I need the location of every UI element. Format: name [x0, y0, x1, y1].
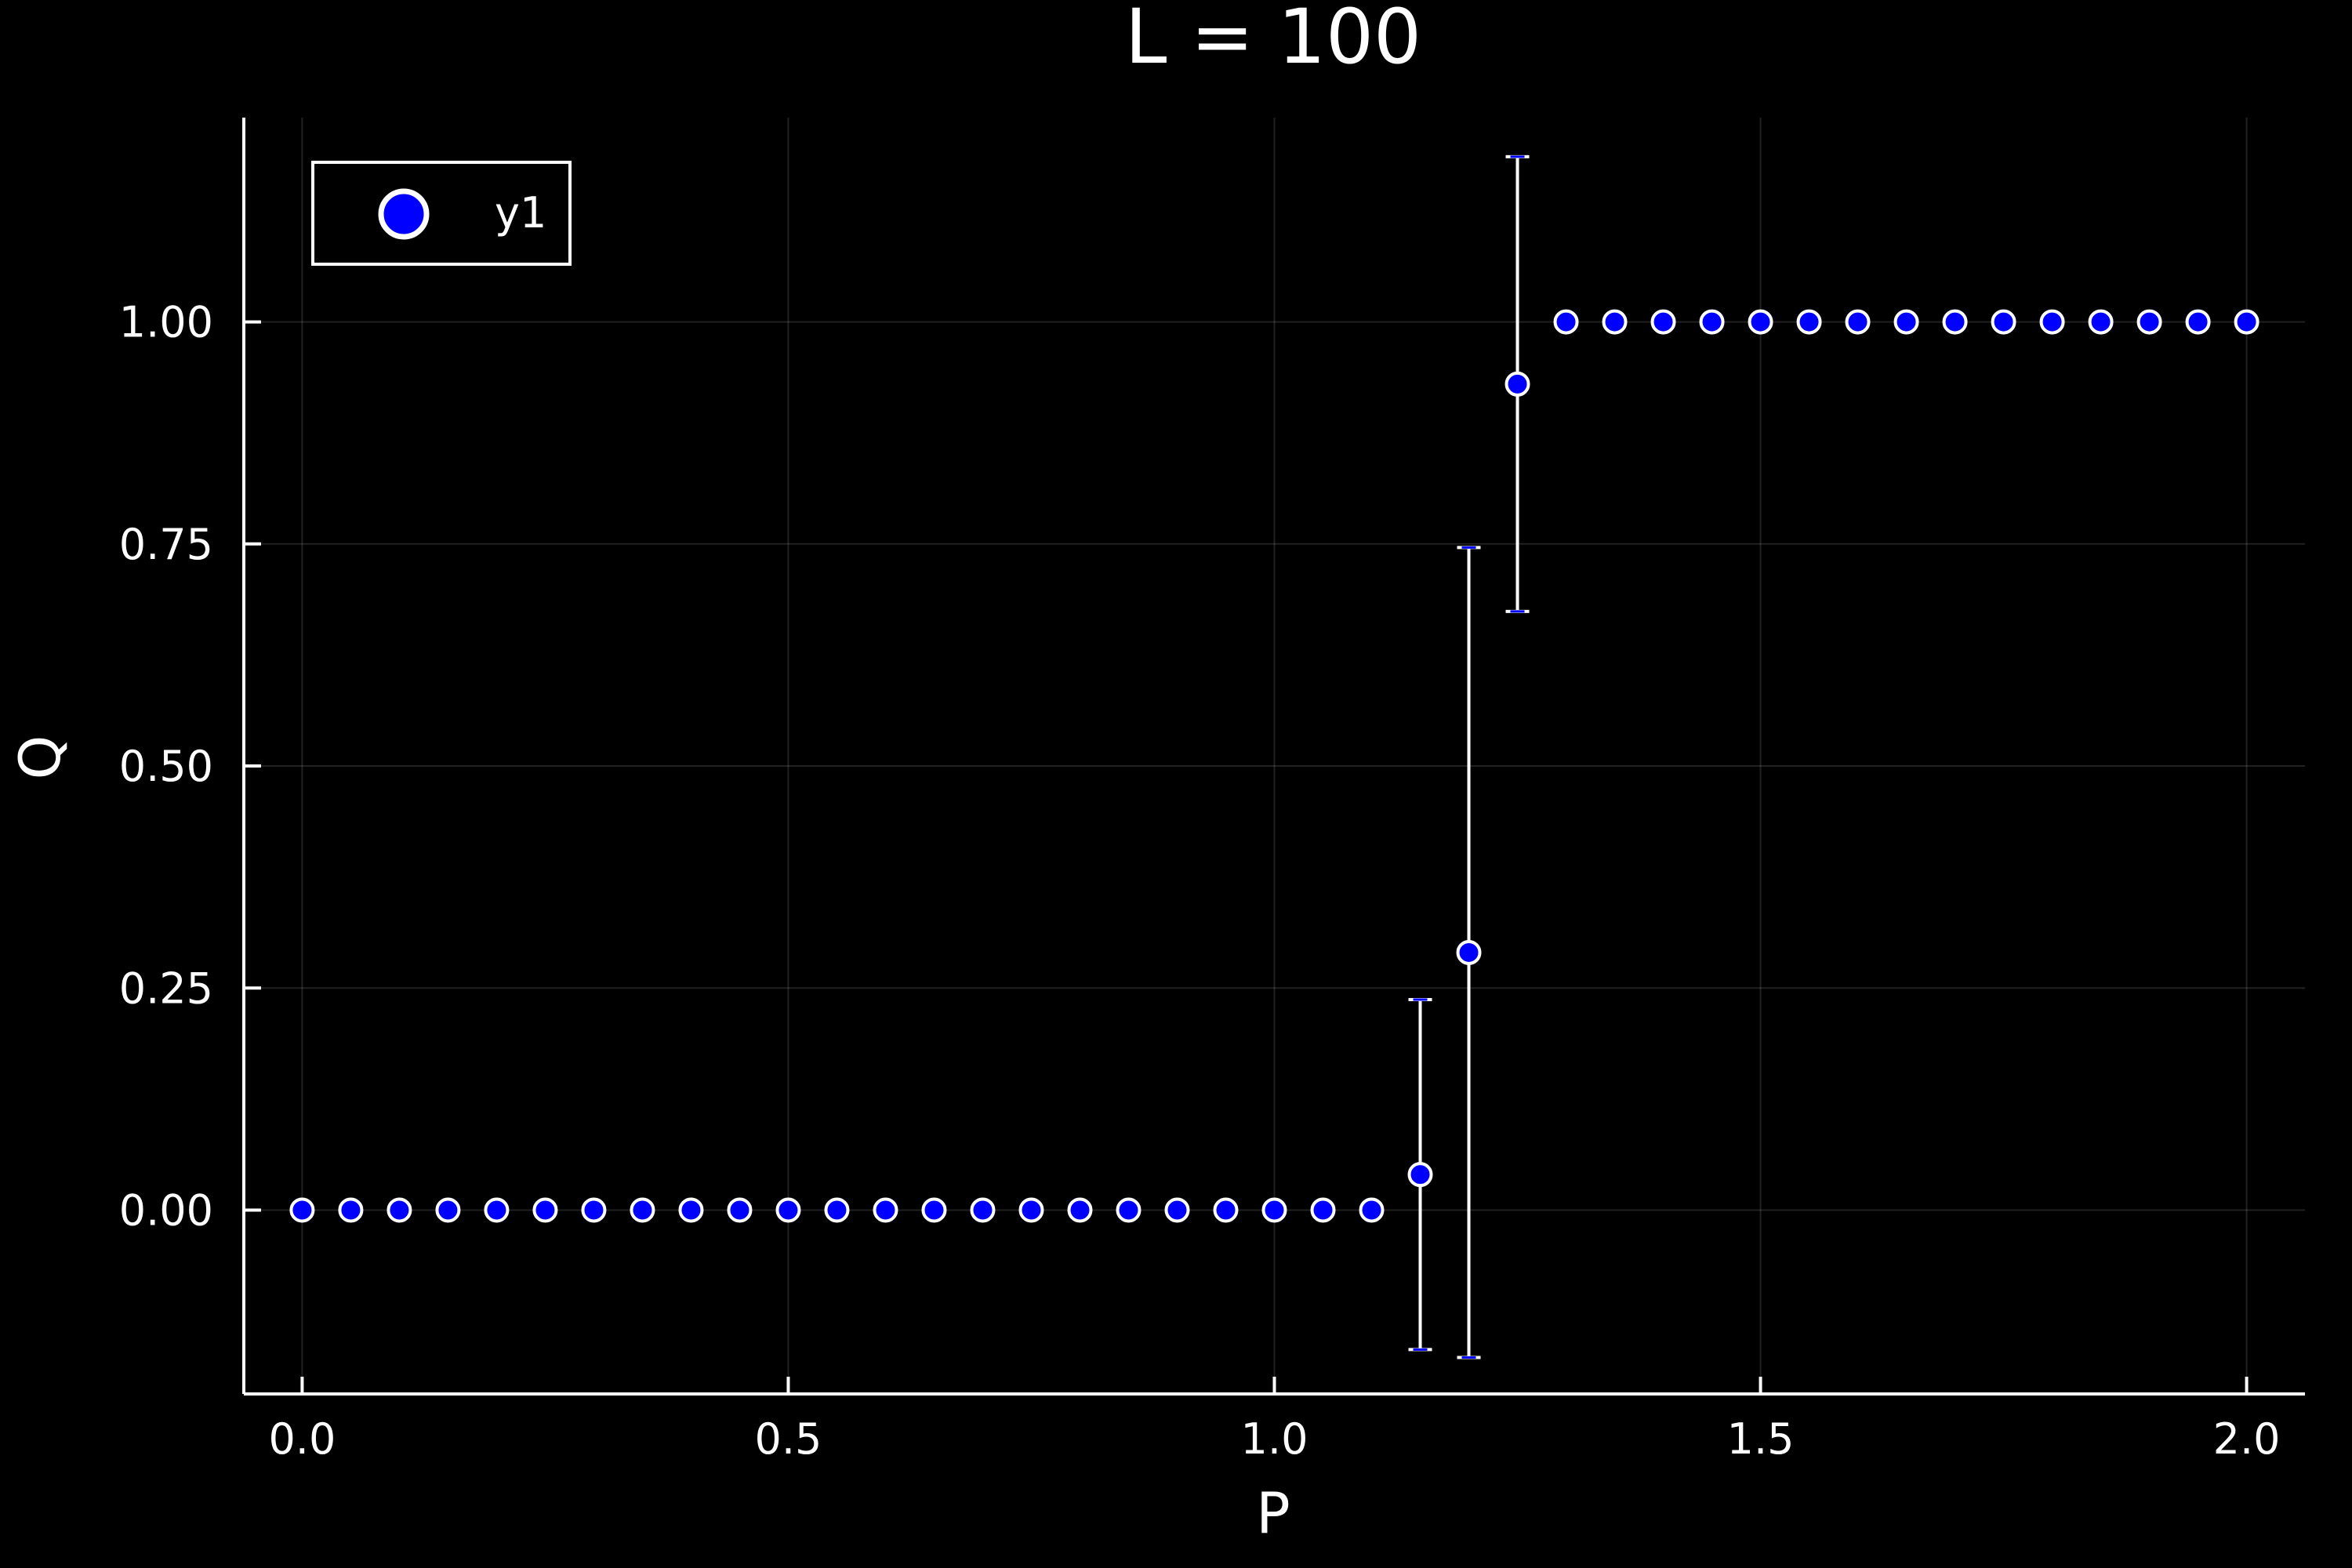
data-point-21 — [1310, 1197, 1336, 1223]
data-point-30 — [1748, 309, 1773, 335]
data-point-40 — [2234, 309, 2259, 335]
data-point-38 — [2136, 309, 2162, 335]
data-points — [289, 309, 2259, 1223]
data-point-13 — [921, 1197, 947, 1223]
data-point-20 — [1261, 1197, 1287, 1223]
x-axis-label: P — [1256, 1480, 1290, 1546]
data-point-14 — [970, 1197, 996, 1223]
legend-box — [311, 161, 572, 266]
data-point-4 — [484, 1197, 510, 1223]
data-point-39 — [2185, 309, 2211, 335]
data-point-32 — [1845, 309, 1871, 335]
y-axis-label: Q — [7, 735, 73, 780]
data-point-7 — [630, 1197, 655, 1223]
data-point-34 — [1942, 309, 1968, 335]
x-tick-label-3: 1.5 — [1727, 1414, 1795, 1464]
data-point-29 — [1699, 309, 1725, 335]
y-tick-label-2: 0.50 — [119, 742, 213, 791]
data-point-8 — [678, 1197, 704, 1223]
data-point-12 — [873, 1197, 898, 1223]
x-tick-label-2: 1.0 — [1241, 1414, 1308, 1464]
x-tick-label-4: 2.0 — [2213, 1414, 2281, 1464]
x-tick-label-0: 0.0 — [268, 1414, 336, 1464]
data-point-37 — [2088, 309, 2114, 335]
data-point-25 — [1504, 371, 1530, 397]
data-point-2 — [387, 1197, 412, 1223]
data-point-15 — [1018, 1197, 1044, 1223]
data-point-26 — [1553, 309, 1579, 335]
data-point-17 — [1116, 1197, 1142, 1223]
data-point-24 — [1456, 939, 1482, 965]
data-point-9 — [727, 1197, 753, 1223]
x-ticks: 0.0 0.5 1.0 1.5 2.0 — [268, 1377, 2281, 1464]
chart-title: L = 100 — [1125, 0, 1421, 81]
y-ticks: 0.00 0.25 0.50 0.75 1.00 — [119, 298, 261, 1235]
data-point-10 — [775, 1197, 801, 1223]
data-point-6 — [581, 1197, 607, 1223]
data-point-36 — [2039, 309, 2065, 335]
data-point-3 — [435, 1197, 461, 1223]
data-point-19 — [1213, 1197, 1239, 1223]
data-point-5 — [532, 1197, 558, 1223]
data-point-28 — [1650, 309, 1676, 335]
data-point-11 — [824, 1197, 850, 1223]
data-point-23 — [1407, 1162, 1433, 1188]
legend-marker — [378, 188, 430, 240]
data-point-0 — [289, 1197, 315, 1223]
data-point-27 — [1602, 309, 1628, 335]
data-point-16 — [1067, 1197, 1093, 1223]
data-point-22 — [1359, 1197, 1385, 1223]
y-tick-label-0: 0.00 — [119, 1185, 213, 1235]
data-point-31 — [1796, 309, 1822, 335]
y-tick-label-1: 0.25 — [119, 964, 213, 1013]
data-point-18 — [1164, 1197, 1190, 1223]
data-point-35 — [1991, 309, 2016, 335]
y-tick-label-3: 0.75 — [119, 520, 213, 569]
data-point-1 — [338, 1197, 364, 1223]
y-tick-label-4: 1.00 — [119, 298, 213, 347]
legend-label: y1 — [495, 188, 546, 238]
x-tick-label-1: 0.5 — [755, 1414, 822, 1464]
data-point-33 — [1893, 309, 1919, 335]
legend: y1 — [311, 161, 572, 266]
